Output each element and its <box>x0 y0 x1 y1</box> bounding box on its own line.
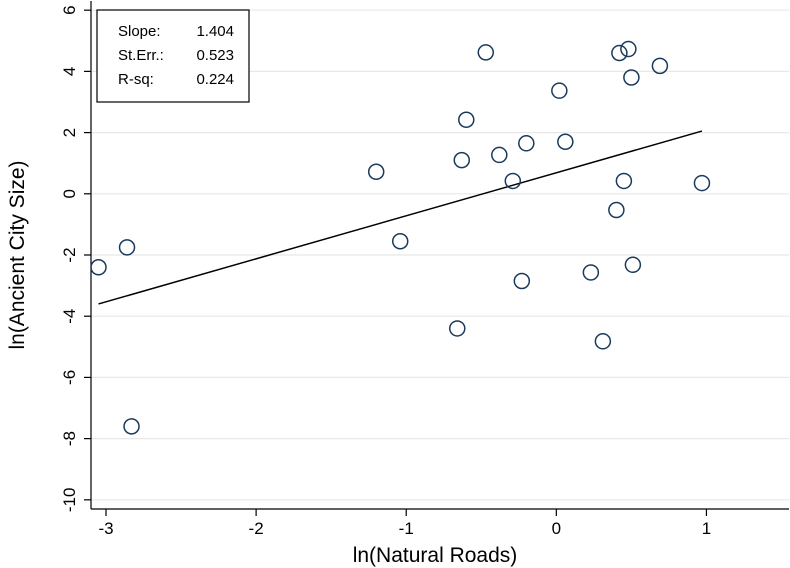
y-tick-label: -10 <box>60 488 79 513</box>
data-point <box>518 135 535 152</box>
data-point <box>557 133 574 151</box>
data-points <box>90 40 711 435</box>
data-point <box>504 172 522 190</box>
fit-line-group <box>98 130 703 305</box>
x-tick-label: -1 <box>399 519 414 538</box>
x-tick-label: 1 <box>702 519 711 538</box>
y-tick-label: -4 <box>60 309 79 324</box>
x-tick-label: -3 <box>98 519 113 538</box>
data-point <box>611 44 628 62</box>
data-point <box>118 239 136 256</box>
stat-value: 1.404 <box>196 23 234 40</box>
y-tick-label: -8 <box>60 431 79 446</box>
data-point <box>594 333 612 350</box>
x-axis-title: ln(Natural Roads) <box>353 544 518 567</box>
stat-label: Slope: <box>118 23 161 40</box>
stat-value: 0.523 <box>196 47 234 64</box>
data-point <box>582 264 600 281</box>
data-point <box>624 256 642 274</box>
data-point <box>651 57 669 75</box>
data-point <box>513 272 531 290</box>
stats-box-frame <box>96 9 250 103</box>
stat-label: St.Err.: <box>118 47 164 64</box>
data-point <box>693 174 711 192</box>
stat-value: 0.224 <box>196 71 234 88</box>
regression-stats-box: Slope: 1.404 St.Err.: 0.523 R-sq: 0.224 <box>96 9 250 103</box>
data-point <box>491 146 508 164</box>
y-tick-label: 6 <box>60 5 79 14</box>
y-tick-label: 2 <box>60 128 79 137</box>
data-point <box>551 82 568 99</box>
stat-label: R-sq: <box>118 71 154 88</box>
data-point <box>449 320 466 337</box>
grid-lines <box>91 9 789 501</box>
data-point <box>391 232 409 250</box>
fit-line <box>98 130 703 305</box>
data-point <box>623 69 640 86</box>
y-tick-label: -6 <box>60 370 79 385</box>
data-point <box>90 258 107 276</box>
y-tick-label: 4 <box>60 67 79 76</box>
x-tick-label: -2 <box>249 519 264 538</box>
y-tick-label: -2 <box>60 247 79 262</box>
data-point <box>123 418 140 435</box>
data-point <box>367 163 385 181</box>
x-tick-label: 0 <box>552 519 561 538</box>
data-point <box>477 44 495 61</box>
data-point <box>453 151 471 169</box>
data-point <box>458 111 475 128</box>
data-point <box>608 201 625 219</box>
y-tick-label: 0 <box>60 189 79 198</box>
data-point <box>615 172 633 190</box>
data-point <box>620 40 637 58</box>
y-axis-title: ln(Ancient City Size) <box>6 160 29 349</box>
